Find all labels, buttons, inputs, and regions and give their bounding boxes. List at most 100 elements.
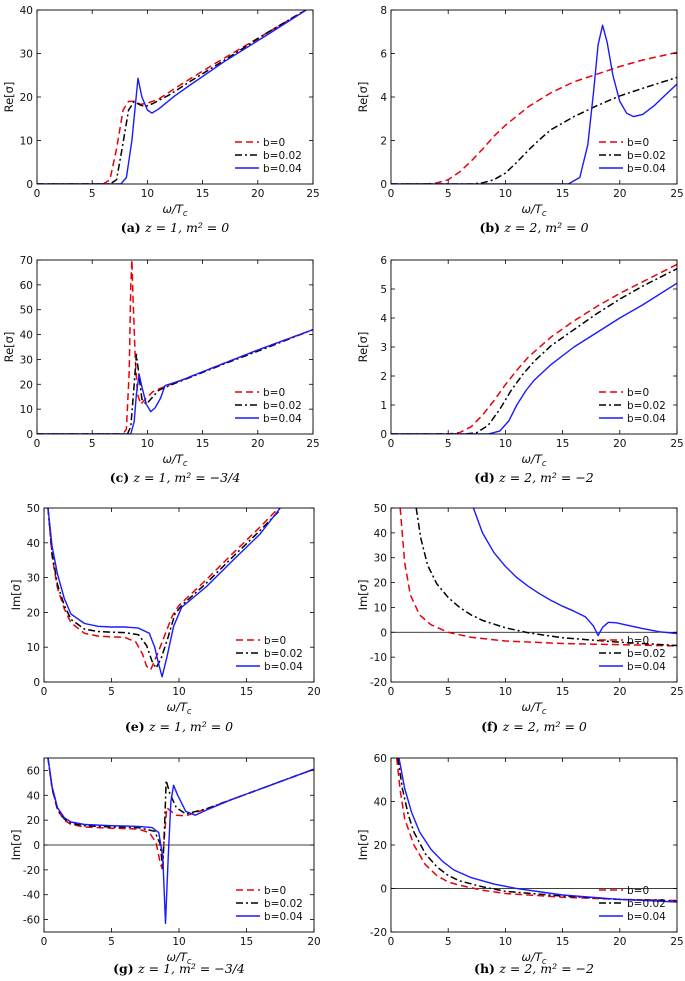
x-tick-label: 5 bbox=[445, 686, 452, 698]
panel-caption: (e) z = 1, m² = 0 bbox=[125, 719, 233, 734]
legend-label: b=0.02 bbox=[627, 648, 666, 660]
series-line-b=0 bbox=[47, 508, 280, 671]
y-tick-label: 0 bbox=[380, 179, 387, 191]
y-tick-label: 60 bbox=[374, 753, 387, 765]
x-tick-label: 5 bbox=[445, 438, 452, 450]
y-tick-label: 20 bbox=[27, 815, 40, 827]
y-tick-label: 2 bbox=[380, 371, 387, 383]
x-tick-label: 5 bbox=[445, 936, 452, 948]
x-axis-label: ω/Tc bbox=[162, 202, 188, 219]
legend-label: b=0.04 bbox=[264, 661, 303, 673]
legend-label: b=0 bbox=[627, 635, 649, 647]
y-tick-label: 50 bbox=[20, 305, 33, 317]
legend-label: b=0.04 bbox=[627, 661, 666, 673]
series-line-b=0 bbox=[391, 51, 677, 184]
x-tick-label: 0 bbox=[388, 438, 395, 450]
legend-label: b=0 bbox=[627, 885, 649, 897]
series-line-b=0.02 bbox=[37, 10, 308, 184]
y-tick-label: 6 bbox=[380, 49, 387, 61]
legend-label: b=0 bbox=[264, 885, 286, 897]
y-tick-label: 20 bbox=[27, 607, 40, 619]
series-line-b=0.02 bbox=[47, 508, 281, 669]
x-tick-label: 20 bbox=[613, 936, 626, 948]
y-tick-label: 30 bbox=[27, 573, 40, 585]
x-tick-label: 25 bbox=[306, 188, 319, 200]
x-axis-label: ω/Tc bbox=[162, 452, 188, 469]
panel-caption: (b) z = 2, m² = 0 bbox=[479, 220, 588, 235]
x-tick-label: 25 bbox=[306, 438, 319, 450]
y-axis-label: Im[σ] bbox=[9, 830, 23, 861]
x-tick-label: 5 bbox=[108, 686, 115, 698]
x-tick-label: 20 bbox=[307, 686, 320, 698]
legend-label: b=0 bbox=[263, 137, 285, 149]
y-tick-label: 0 bbox=[33, 677, 40, 689]
y-tick-label: 40 bbox=[27, 790, 40, 802]
chart-panel-e: 0 5 10 15 20 0 10 20 30 40 50 ω/Tc Im[σ] b=0b=0.02b=0… bbox=[9, 503, 321, 734]
x-tick-label: 5 bbox=[89, 188, 96, 200]
x-tick-label: 15 bbox=[196, 438, 209, 450]
x-tick-label: 0 bbox=[388, 936, 395, 948]
chart-panel-f: 0 5 10 15 20 25-20-1001020304050ω/TcIm[σ]b=0b… bbox=[356, 503, 684, 734]
legend-label: b=0.02 bbox=[263, 150, 302, 162]
legend-label: b=0 bbox=[627, 137, 649, 149]
legend-label: b=0 bbox=[264, 635, 286, 647]
series-line-b=0.04 bbox=[391, 282, 677, 434]
x-tick-label: 0 bbox=[388, 686, 395, 698]
plot-frame bbox=[390, 507, 678, 683]
x-axis-label: ω/Tc bbox=[521, 950, 547, 967]
y-tick-label: 50 bbox=[374, 503, 387, 515]
y-tick-label: 40 bbox=[374, 528, 387, 540]
y-tick-label: 0 bbox=[380, 884, 387, 896]
x-tick-label: 10 bbox=[499, 188, 512, 200]
y-axis-label: Re[σ] bbox=[356, 82, 370, 113]
y-tick-label: 30 bbox=[20, 354, 33, 366]
plot-frame bbox=[36, 259, 314, 435]
y-tick-label: -40 bbox=[23, 890, 40, 902]
y-axis-label: Re[σ] bbox=[356, 332, 370, 363]
legend-label: b=0.04 bbox=[627, 413, 666, 425]
series-line-b=0.04 bbox=[47, 508, 281, 678]
y-tick-label: 40 bbox=[20, 5, 33, 17]
y-tick-label: -20 bbox=[370, 677, 387, 689]
series-line-b=0.04 bbox=[47, 758, 314, 924]
series-line-b=0.04 bbox=[398, 758, 677, 903]
y-tick-label: 0 bbox=[26, 429, 33, 441]
y-tick-label: 0 bbox=[380, 429, 387, 441]
x-tick-label: 20 bbox=[613, 686, 626, 698]
x-tick-label: 25 bbox=[670, 686, 683, 698]
legend-label: b=0.02 bbox=[264, 648, 303, 660]
chart-panel-g: 0 5 10 15 20-60-40-200204060ω/TcIm[σ]b=0b=0.… bbox=[9, 757, 321, 976]
x-tick-label: 0 bbox=[388, 188, 395, 200]
legend-label: b=0.04 bbox=[263, 413, 302, 425]
y-tick-label: 0 bbox=[380, 627, 387, 639]
series-line-b=0 bbox=[399, 508, 677, 647]
y-tick-label: 8 bbox=[380, 5, 387, 17]
legend-label: b=0.04 bbox=[627, 911, 666, 923]
x-tick-label: 5 bbox=[89, 438, 96, 450]
x-tick-label: 0 bbox=[41, 936, 48, 948]
x-tick-label: 25 bbox=[670, 188, 683, 200]
legend-label: b=0.04 bbox=[627, 163, 666, 175]
x-tick-label: 20 bbox=[251, 188, 264, 200]
series-line-b=0 bbox=[395, 758, 677, 902]
chart-panel-h: 0 5 10 15 20 25-200204060ω/TcIm[σ]b=0b=0.02b=… bbox=[356, 753, 684, 976]
panel-caption: (h) z = 2, m² = −2 bbox=[474, 961, 594, 976]
series-line-b=0.02 bbox=[415, 508, 677, 647]
y-tick-label: -10 bbox=[370, 652, 387, 664]
y-axis-label: Im[σ] bbox=[356, 580, 370, 611]
y-tick-label: 4 bbox=[380, 313, 387, 325]
x-tick-label: 5 bbox=[108, 936, 115, 948]
x-tick-label: 0 bbox=[34, 438, 41, 450]
x-tick-label: 10 bbox=[499, 686, 512, 698]
x-axis-label: ω/Tc bbox=[521, 202, 547, 219]
y-tick-label: 60 bbox=[20, 280, 33, 292]
y-tick-label: 2 bbox=[380, 136, 387, 148]
legend-label: b=0.02 bbox=[264, 898, 303, 910]
x-tick-label: 15 bbox=[556, 936, 569, 948]
y-tick-label: 3 bbox=[380, 342, 387, 354]
y-tick-label: 30 bbox=[374, 553, 387, 565]
x-axis-label: ω/Tc bbox=[166, 700, 192, 717]
series-line-b=0.02 bbox=[391, 76, 677, 184]
y-tick-label: 40 bbox=[374, 797, 387, 809]
